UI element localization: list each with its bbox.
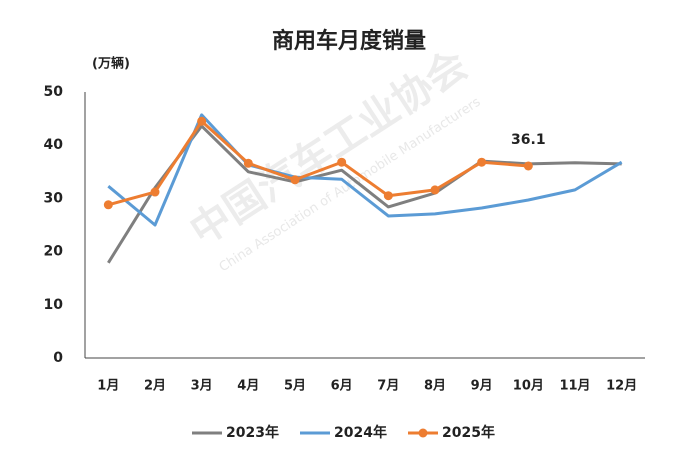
data-label: 36.1 — [511, 132, 546, 148]
point — [477, 157, 487, 167]
x-tick-label: 9月 — [471, 379, 493, 394]
x-tick-label: 12月 — [606, 379, 637, 394]
x-tick-label: 4月 — [237, 379, 259, 394]
series-line — [107, 119, 529, 207]
point — [383, 191, 393, 201]
y-tick-label: 50 — [44, 84, 64, 100]
x-tick-label: 2月 — [144, 379, 166, 394]
legend-label: 2023年 — [226, 424, 279, 441]
x-tick-label: 5月 — [284, 379, 306, 394]
y-tick-label: 0 — [53, 350, 63, 366]
point — [103, 200, 113, 210]
x-tick-label: 8月 — [424, 379, 446, 394]
y-tick-label: 20 — [44, 244, 64, 260]
x-tick-label: 10月 — [513, 379, 544, 394]
point — [430, 185, 440, 195]
x-tick-label: 7月 — [377, 379, 399, 394]
y-axis-label: (万辆) — [92, 56, 130, 72]
point — [290, 175, 300, 185]
x-tick-label: 6月 — [331, 379, 353, 394]
x-tick-label: 11月 — [559, 379, 590, 394]
x-tick-label: 3月 — [191, 379, 213, 394]
legend-marker — [418, 428, 428, 438]
point — [150, 187, 160, 197]
point — [523, 161, 533, 171]
point — [337, 157, 347, 167]
y-tick-label: 30 — [44, 190, 64, 206]
legend-label: 2024年 — [334, 424, 387, 441]
y-tick-label: 40 — [44, 137, 64, 153]
point — [197, 116, 207, 126]
point — [243, 158, 253, 168]
legend-label: 2025年 — [442, 424, 495, 441]
chart-title: 商用车月度销量 — [272, 28, 426, 54]
y-tick-label: 10 — [44, 297, 64, 313]
x-tick-label: 1月 — [97, 379, 119, 394]
